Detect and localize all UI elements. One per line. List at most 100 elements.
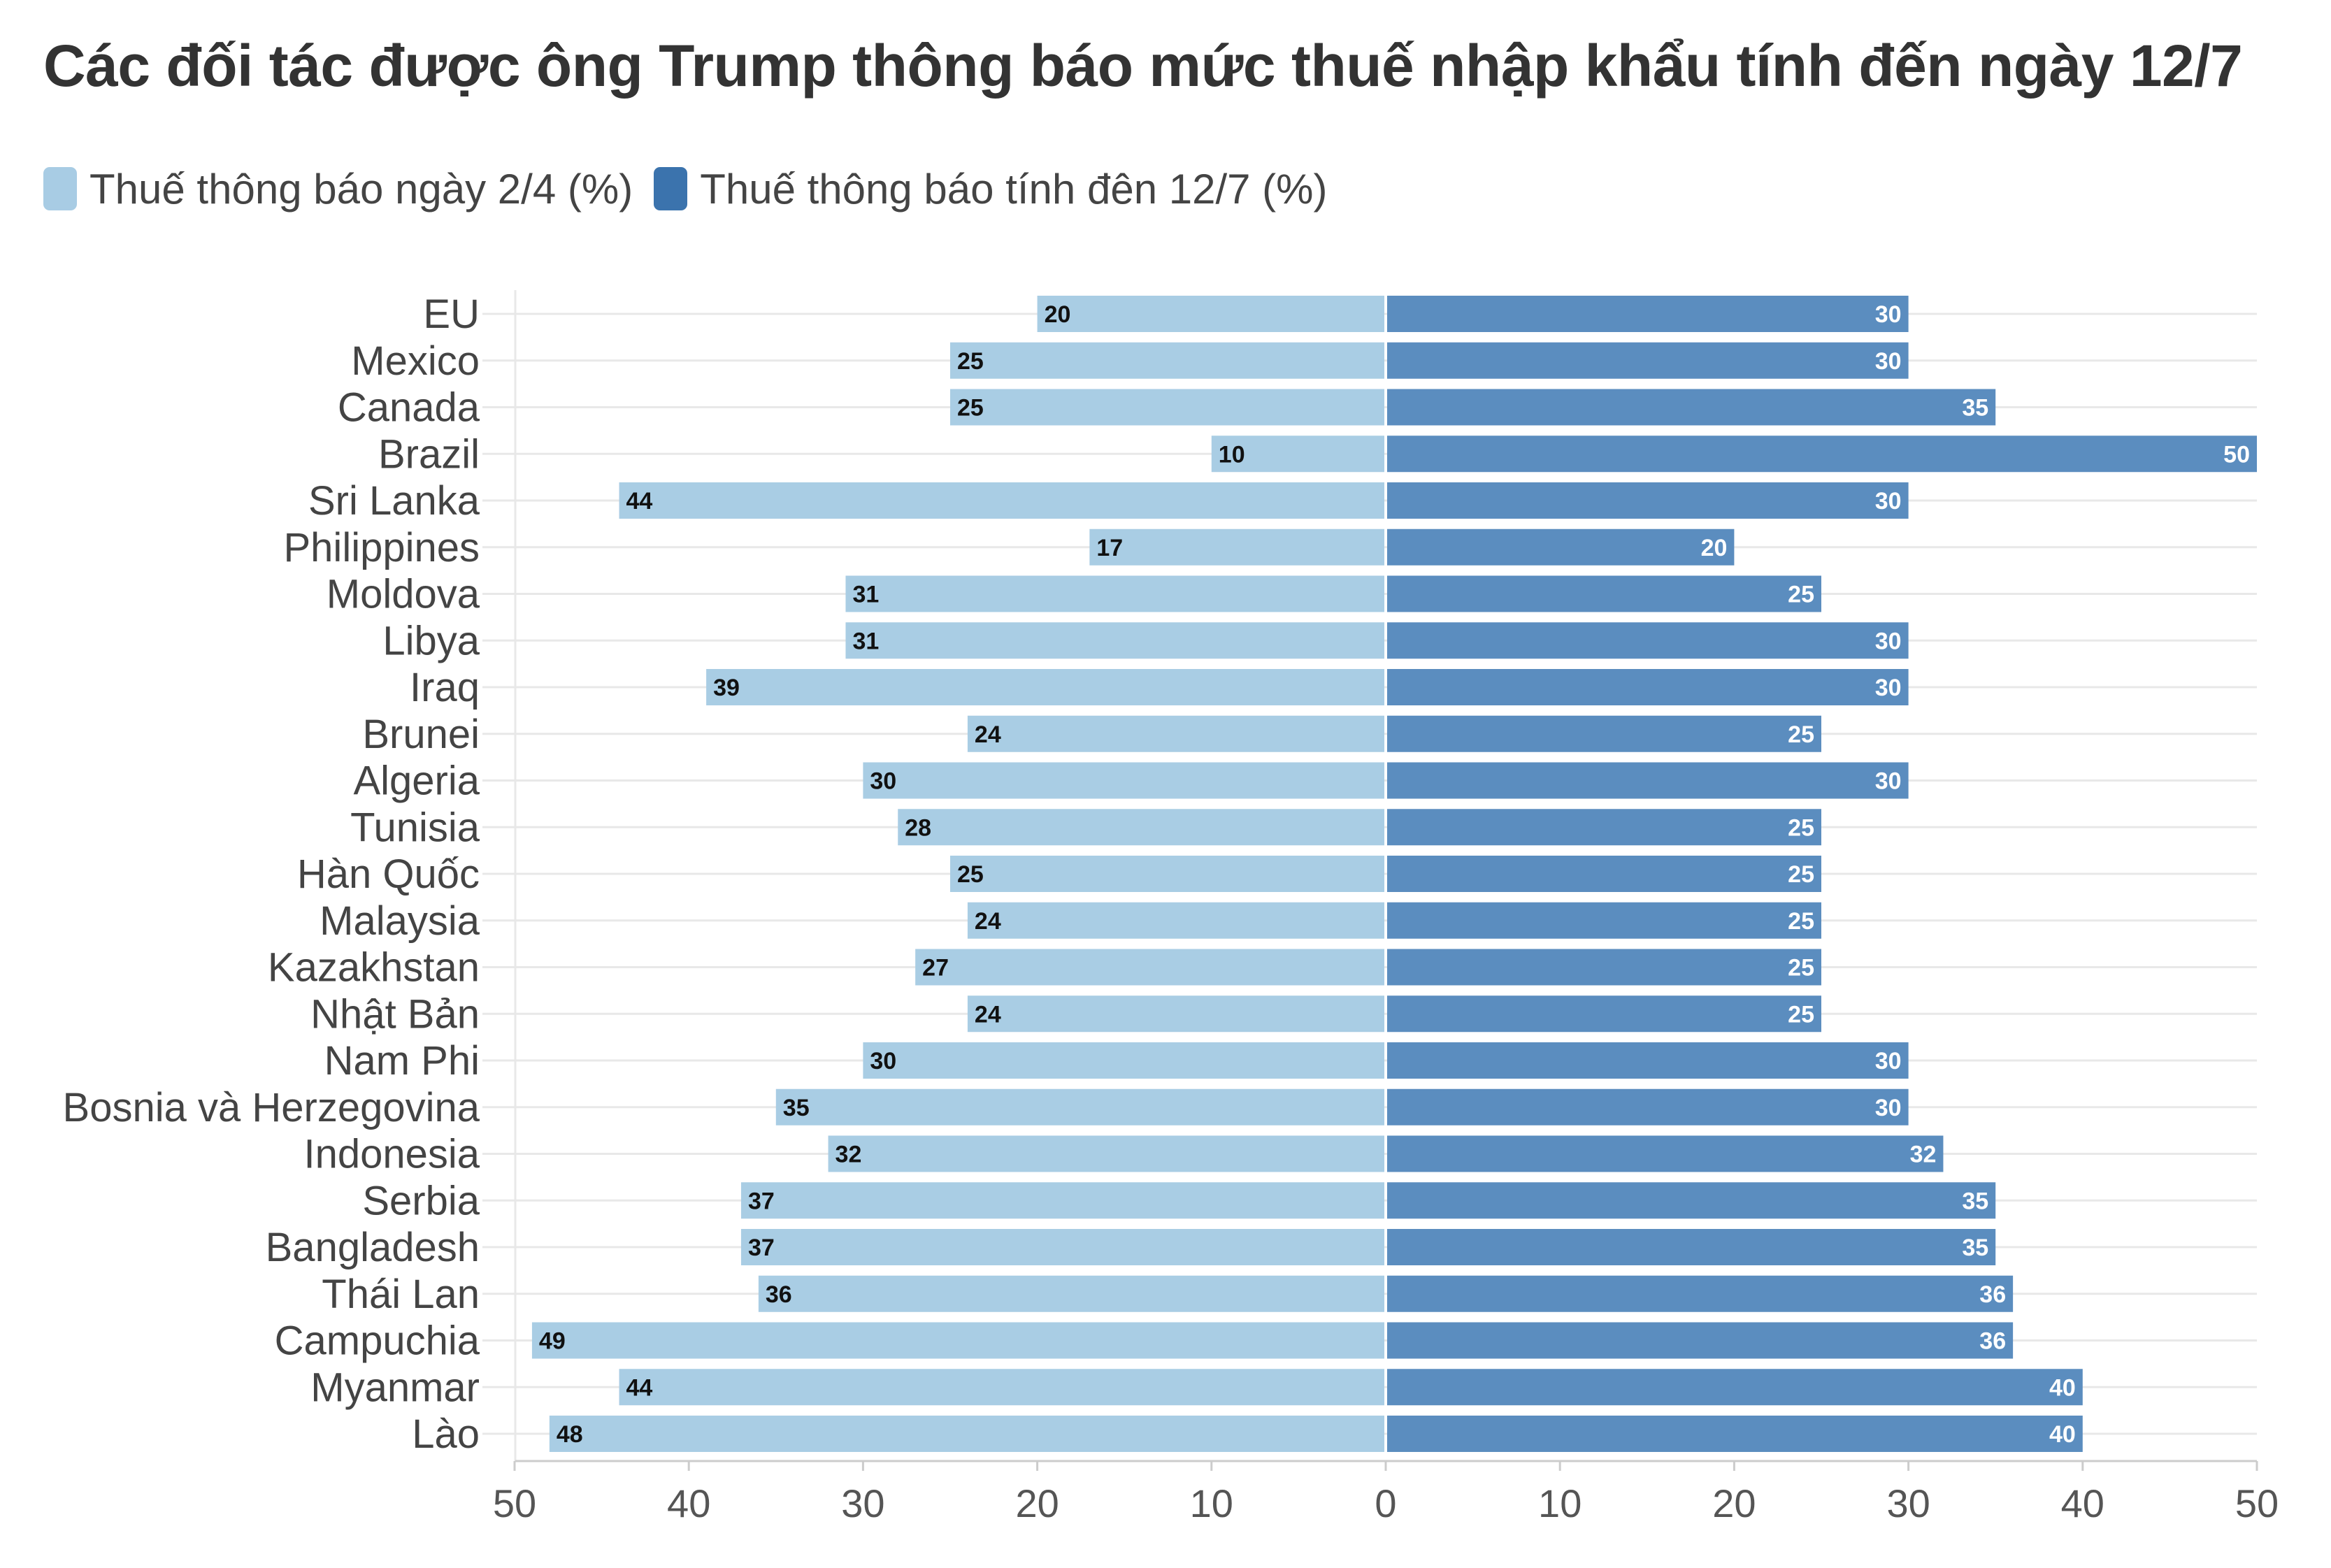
bar-old <box>775 1088 1384 1125</box>
bar-new <box>1387 622 1909 659</box>
bar-old <box>619 1369 1384 1406</box>
legend-swatch-old <box>43 167 77 210</box>
data-label-old: 24 <box>975 1001 1001 1028</box>
data-label-old: 48 <box>557 1421 583 1448</box>
category-label: Mexico <box>351 338 480 384</box>
category-label: Bangladesh <box>266 1225 480 1270</box>
category-label: Nhật Bản <box>310 991 480 1037</box>
data-label-old: 25 <box>957 348 984 375</box>
bar-new <box>1387 436 2257 473</box>
data-label-new: 20 <box>1701 535 1728 561</box>
data-label-new: 30 <box>1875 768 1902 795</box>
data-label-old: 20 <box>1045 301 1071 328</box>
bar-new <box>1387 1416 2083 1452</box>
category-label: Thái Lan <box>322 1272 480 1317</box>
data-label-new: 30 <box>1875 628 1902 654</box>
data-label-old: 35 <box>783 1095 810 1121</box>
bar-new <box>1387 296 1909 332</box>
category-label: Indonesia <box>303 1132 480 1177</box>
data-label-new: 25 <box>1788 908 1814 935</box>
legend-item-new[interactable]: Thuế thông báo tính đên 12/7 (%) <box>654 165 1328 213</box>
data-label-old: 25 <box>957 395 984 422</box>
data-label-old: 36 <box>766 1281 792 1308</box>
data-label-old: 28 <box>905 814 931 841</box>
x-tick-label: 50 <box>2235 1481 2279 1525</box>
bar-old <box>950 389 1384 426</box>
bar-old <box>740 1182 1384 1219</box>
x-tick-label: 40 <box>2061 1481 2104 1525</box>
data-label-new: 35 <box>1962 395 1988 422</box>
category-label: Brunei <box>362 712 480 757</box>
data-label-old: 49 <box>539 1328 566 1355</box>
bar-new <box>1387 762 1909 799</box>
data-label-old: 37 <box>748 1188 775 1214</box>
bar-new <box>1387 715 1821 752</box>
bar-new <box>1387 1369 2083 1406</box>
bar-new <box>1387 1322 2014 1359</box>
category-label: Tunisia <box>350 805 480 850</box>
data-label-new: 30 <box>1875 348 1902 375</box>
bar-new <box>1387 1042 1909 1079</box>
data-label-old: 32 <box>835 1142 862 1168</box>
data-label-new: 25 <box>1788 955 1814 981</box>
bar-old <box>950 856 1384 892</box>
data-label-new: 50 <box>2223 441 2250 468</box>
data-label-old: 31 <box>852 628 879 654</box>
data-label-new: 30 <box>1875 675 1902 701</box>
data-label-old: 24 <box>975 908 1001 935</box>
data-label-new: 40 <box>2049 1374 2076 1401</box>
data-label-old: 24 <box>975 721 1001 748</box>
bar-new <box>1387 995 1821 1033</box>
bar-new <box>1387 949 1821 986</box>
data-label-new: 30 <box>1875 488 1902 515</box>
bar-new <box>1387 575 1821 612</box>
bar-old <box>845 575 1384 612</box>
bar-old <box>845 622 1384 659</box>
data-label-new: 25 <box>1788 861 1814 888</box>
x-tick-label: 30 <box>1886 1481 1930 1525</box>
data-label-old: 30 <box>870 768 896 795</box>
category-label: Algeria <box>353 758 480 804</box>
data-label-new: 32 <box>1910 1142 1937 1168</box>
category-label: Iraq <box>410 665 480 710</box>
x-tick-label: 30 <box>841 1481 884 1525</box>
bar-old <box>898 809 1384 846</box>
data-label-old: 37 <box>748 1235 775 1261</box>
bar-new <box>1387 1229 1996 1265</box>
category-label: Philippines <box>283 525 480 570</box>
data-label-old: 30 <box>870 1048 896 1074</box>
data-label-new: 25 <box>1788 721 1814 748</box>
bar-new <box>1387 1088 1909 1125</box>
x-tick-label: 0 <box>1375 1481 1396 1525</box>
bar-new <box>1387 809 1821 846</box>
data-label-new: 35 <box>1962 1235 1988 1261</box>
data-label-new: 40 <box>2049 1421 2076 1448</box>
bar-new <box>1387 389 1996 426</box>
category-label: Nam Phi <box>324 1038 480 1084</box>
data-label-new: 25 <box>1788 814 1814 841</box>
legend: Thuế thông báo ngày 2/4 (%) Thuế thông b… <box>43 161 1349 217</box>
data-label-new: 30 <box>1875 301 1902 328</box>
bar-new <box>1387 342 1909 379</box>
legend-item-old[interactable]: Thuế thông báo ngày 2/4 (%) <box>43 165 633 213</box>
bar-new <box>1387 528 1735 566</box>
data-label-new: 30 <box>1875 1095 1902 1121</box>
category-label: Lào <box>412 1411 480 1457</box>
bar-old <box>758 1275 1384 1312</box>
data-label-old: 25 <box>957 861 984 888</box>
data-label-new: 36 <box>1979 1328 2006 1355</box>
bar-new <box>1387 902 1821 939</box>
bar-old <box>706 669 1384 705</box>
legend-label-old: Thuế thông báo ngày 2/4 (%) <box>89 165 633 213</box>
category-label: Sri Lanka <box>308 478 480 524</box>
bar-new <box>1387 856 1821 892</box>
x-tick-label: 20 <box>1712 1481 1756 1525</box>
x-tick-label: 20 <box>1015 1481 1059 1525</box>
legend-label-new: Thuế thông báo tính đên 12/7 (%) <box>700 165 1328 213</box>
bar-old <box>619 482 1384 519</box>
data-label-new: 35 <box>1962 1188 1988 1214</box>
category-label: Serbia <box>362 1178 480 1223</box>
bar-old <box>863 762 1384 799</box>
x-tick-label: 50 <box>493 1481 536 1525</box>
